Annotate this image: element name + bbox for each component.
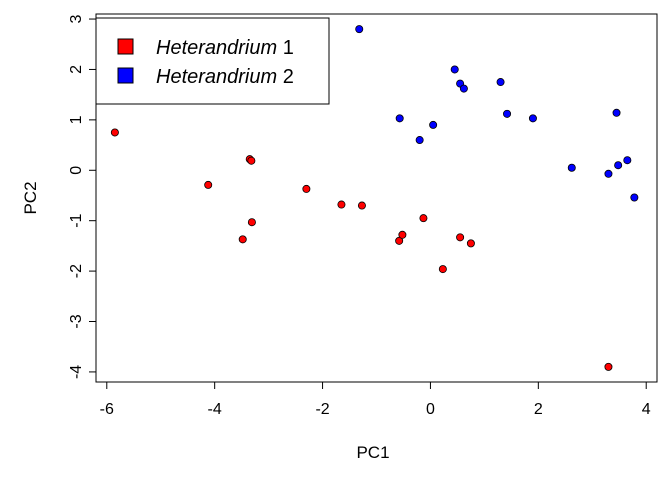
point-series-2: [604, 169, 613, 178]
y-tick-label: 0: [68, 166, 85, 175]
point-series-1: [419, 214, 428, 223]
y-axis: -4 -3 -2 -1 0 1 2 3: [68, 14, 97, 379]
x-tick-label: 0: [426, 401, 435, 418]
legend-swatch-series-1: [117, 38, 134, 55]
point-series-2: [450, 65, 459, 74]
point-series-1: [238, 235, 247, 244]
point-series-1: [398, 230, 407, 239]
y-tick-label: -3: [68, 314, 85, 328]
point-series-1: [466, 239, 475, 248]
point-series-1: [604, 362, 613, 371]
point-series-1: [204, 180, 213, 189]
point-series-2: [503, 109, 512, 118]
y-axis-title: PC2: [21, 181, 40, 214]
x-tick-label: -6: [100, 401, 114, 418]
point-series-2: [355, 25, 364, 34]
point-series-1: [110, 128, 119, 137]
point-series-1: [456, 233, 465, 242]
legend-label-series-1: Heterandrium 1: [156, 37, 294, 59]
point-series-2: [395, 114, 404, 123]
point-series-1: [438, 265, 447, 274]
point-series-2: [614, 161, 623, 170]
point-series-1: [302, 184, 311, 193]
point-series-1: [395, 236, 404, 245]
point-series-2: [415, 136, 424, 145]
y-tick-label: 2: [68, 65, 85, 74]
point-series-2: [496, 78, 505, 87]
point-series-1: [357, 201, 366, 210]
y-tick-label: -2: [68, 264, 85, 278]
point-series-2: [429, 120, 438, 129]
y-tick-label: -1: [68, 213, 85, 227]
x-tick-label: -2: [315, 401, 329, 418]
point-series-1: [337, 200, 346, 209]
point-series-1: [247, 218, 256, 227]
point-series-2: [612, 108, 621, 117]
point-series-2: [567, 163, 576, 172]
x-tick-label: 4: [642, 401, 651, 418]
point-series-2: [459, 84, 468, 93]
point-series-2: [528, 114, 537, 123]
legend-label-series-2: Heterandrium 2: [156, 66, 294, 88]
x-tick-label: 2: [534, 401, 543, 418]
legend-swatch-series-2: [117, 67, 134, 84]
x-axis-title: PC1: [356, 443, 389, 462]
x-tick-label: -4: [208, 401, 222, 418]
point-series-2: [623, 156, 632, 165]
point-series-1: [247, 156, 256, 165]
y-tick-label: -4: [68, 365, 85, 379]
x-axis: -6 -4 -2 0 2 4: [100, 381, 651, 418]
legend: Heterandrium 1 Heterandrium 2: [95, 17, 330, 105]
point-series-2: [630, 193, 639, 202]
data-points: [110, 25, 639, 371]
legend-box: [95, 17, 330, 105]
y-tick-label: 3: [68, 14, 85, 23]
y-tick-label: 1: [68, 115, 85, 124]
